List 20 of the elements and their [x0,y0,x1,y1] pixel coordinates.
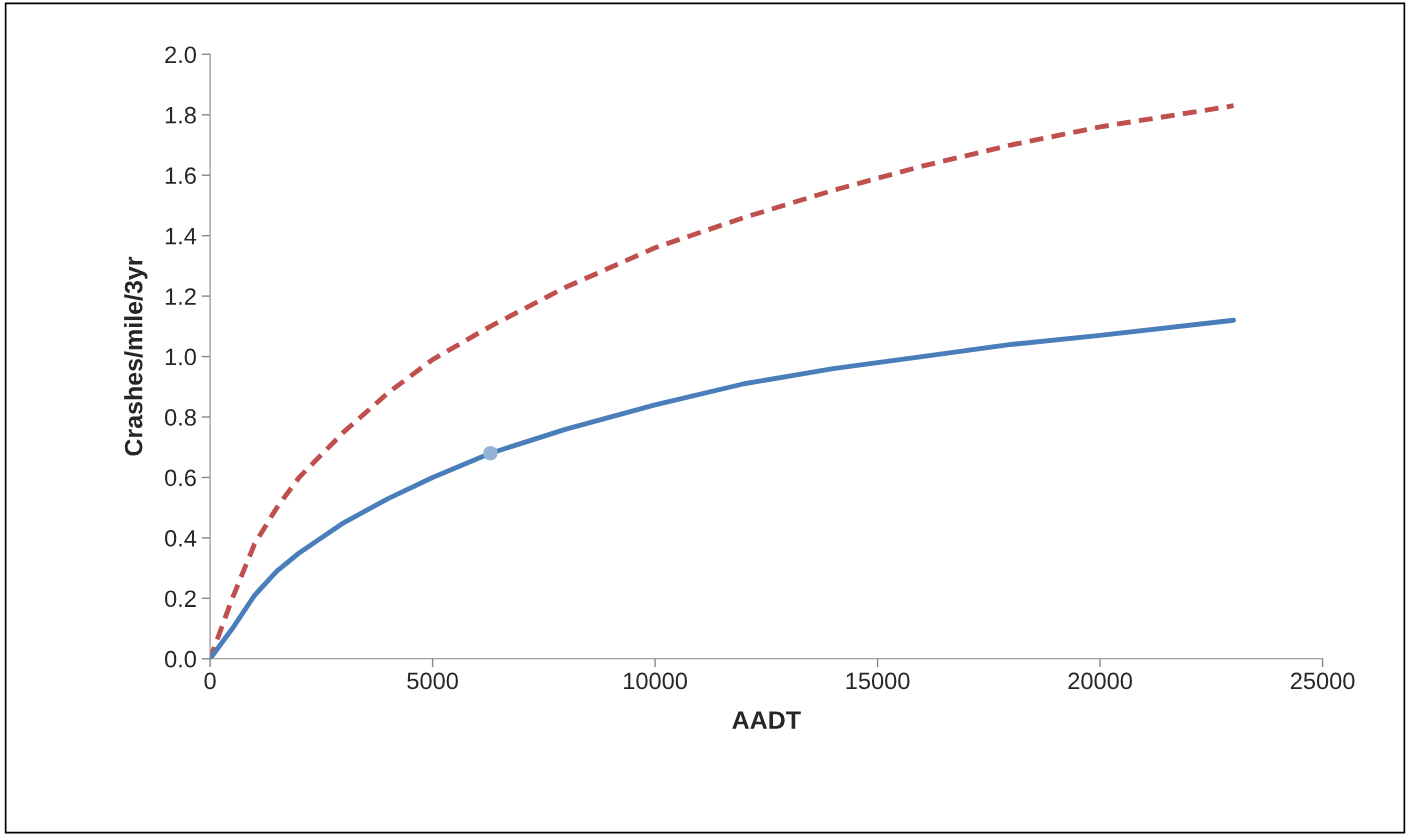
x-tick-label: 25000 [1290,672,1355,690]
y-tick-label: 1.8 [165,106,196,124]
y-tick-label: 1.6 [165,167,196,185]
y-tick-label: 2.0 [165,46,196,64]
y-tick-label: 0.4 [165,529,197,547]
x-tick-label: 0 [204,672,216,690]
y-tick-label: 0.6 [165,469,196,487]
x-tick-label: 5000 [407,672,458,690]
y-tick-label: 0.0 [165,650,196,668]
line-series [210,317,1237,659]
x-tick-label: 10000 [624,672,687,690]
y-axis-title: Crashes/mile/3yr [124,256,148,456]
y-tick-label: 0.8 [165,409,196,426]
x-tick-label: 15000 [846,672,910,690]
y-tick-label: 1.4 [165,227,197,245]
x-tick-label: 20000 [1068,672,1132,690]
y-tick-label: 0.2 [165,590,196,608]
y-tick-label: 1.2 [165,288,196,305]
y-tick-label: 1.0 [165,348,196,366]
x-axis-title: AADT [732,711,801,729]
